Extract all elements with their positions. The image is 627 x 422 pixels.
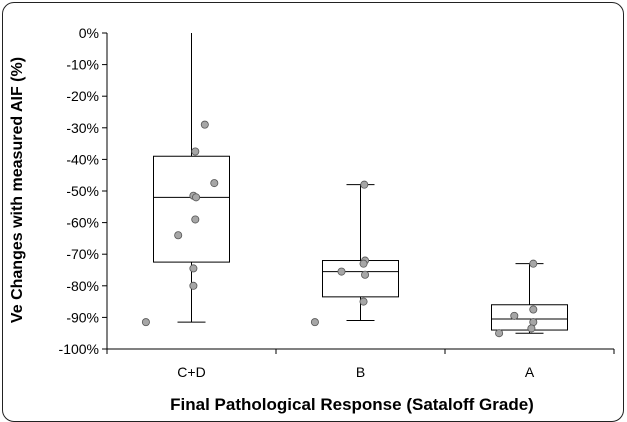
data-point bbox=[529, 305, 538, 314]
y-tick-label: -60% bbox=[66, 215, 99, 231]
y-tick-label: -40% bbox=[66, 151, 99, 167]
data-point bbox=[529, 259, 538, 268]
data-point bbox=[360, 180, 369, 189]
data-point bbox=[200, 120, 209, 129]
point-series bbox=[141, 120, 538, 338]
x-axis: C+D B A bbox=[106, 348, 615, 380]
y-tick-label: -70% bbox=[66, 246, 99, 262]
data-point bbox=[174, 231, 183, 240]
y-tick-label: 0% bbox=[79, 25, 99, 41]
data-point bbox=[191, 215, 200, 224]
x-tick-label: A bbox=[525, 364, 535, 380]
data-point bbox=[310, 318, 319, 327]
data-point bbox=[141, 318, 150, 327]
data-point bbox=[189, 264, 198, 273]
data-point bbox=[495, 329, 504, 338]
y-tick-label: -30% bbox=[66, 120, 99, 136]
box-series bbox=[153, 33, 568, 334]
data-point bbox=[337, 267, 346, 276]
box-b bbox=[322, 184, 399, 322]
y-axis: 0% -10% -20% -30% -40% -50% -60% -70% -80% -90% -1… bbox=[59, 25, 108, 357]
y-tick-label: -100% bbox=[59, 341, 99, 357]
y-axis-label: Ve Changes with measured AIF (%) bbox=[9, 57, 26, 323]
data-point bbox=[191, 147, 200, 156]
y-tick-label: -80% bbox=[66, 278, 99, 294]
box-cd bbox=[153, 33, 230, 323]
x-tick-label: B bbox=[356, 364, 365, 380]
x-axis-label: Final Pathological Response (Sataloff Gr… bbox=[170, 395, 534, 414]
data-point bbox=[359, 259, 368, 268]
y-tick-label: -50% bbox=[66, 183, 99, 199]
y-tick-label: -10% bbox=[66, 57, 99, 73]
box-body bbox=[153, 155, 230, 263]
data-point bbox=[361, 270, 370, 279]
data-point bbox=[359, 297, 368, 306]
data-point bbox=[510, 311, 519, 320]
y-tick-label: -20% bbox=[66, 88, 99, 104]
data-point bbox=[527, 324, 536, 333]
x-tick-label: C+D bbox=[177, 364, 205, 380]
data-point bbox=[210, 179, 219, 188]
data-point bbox=[189, 281, 198, 290]
box-body bbox=[322, 260, 399, 298]
y-tick-label: -90% bbox=[66, 309, 99, 325]
data-point bbox=[192, 193, 201, 202]
